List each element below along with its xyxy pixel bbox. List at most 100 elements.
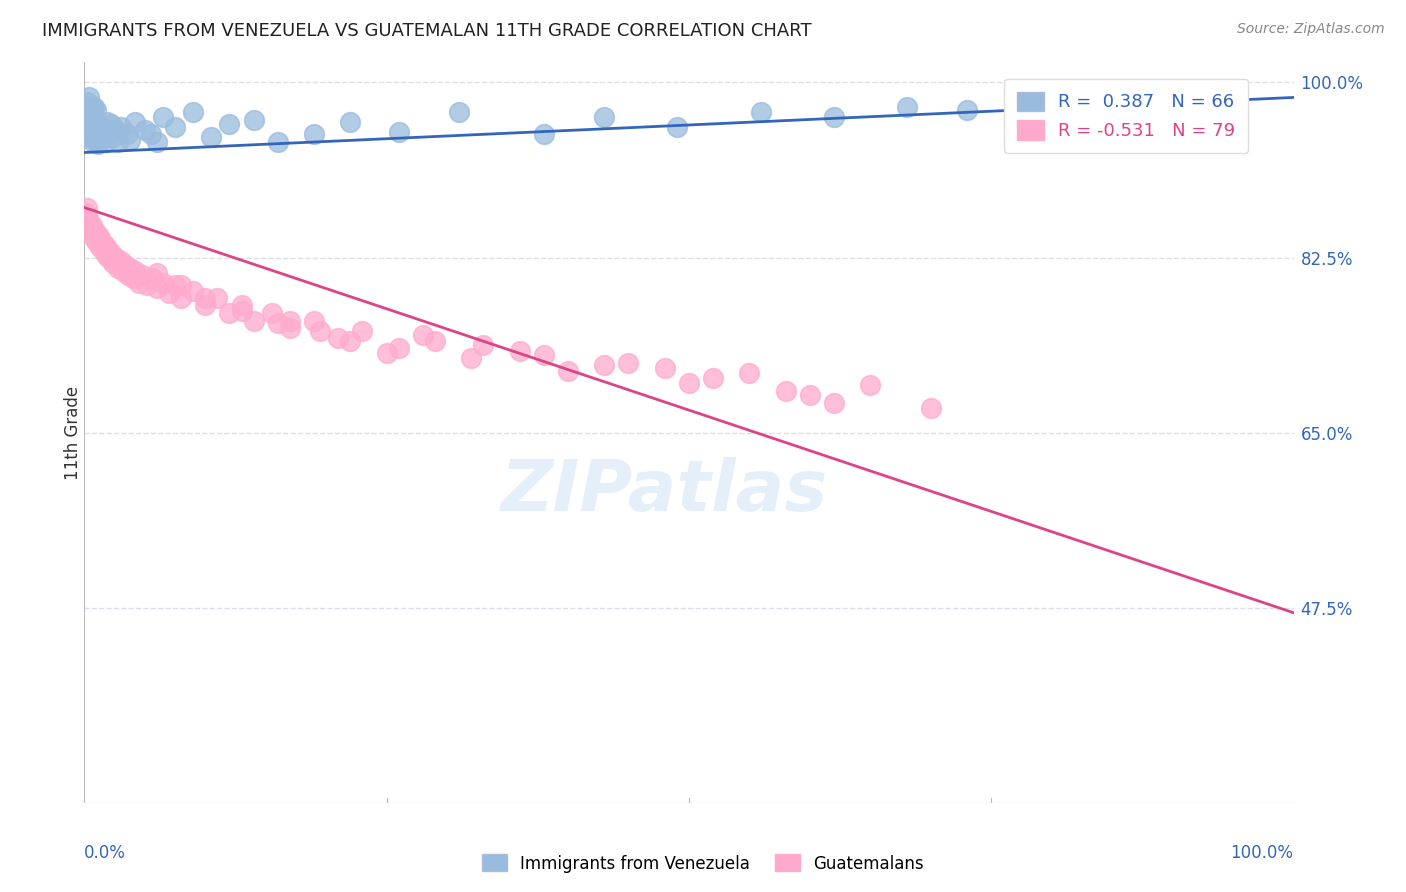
Point [120, 133, 142, 147]
Point [86, 115, 108, 129]
Point [352, 324, 374, 338]
Point [103, 255, 125, 269]
Point [165, 277, 187, 292]
Point [339, 334, 361, 348]
Point [80, 120, 103, 135]
Point [86, 126, 108, 140]
Point [267, 136, 290, 150]
Point [165, 120, 187, 135]
Point [94, 126, 117, 140]
Point [181, 284, 204, 298]
Point [302, 128, 325, 142]
Point [87, 130, 110, 145]
Point [90, 240, 112, 255]
Point [593, 111, 616, 125]
Point [89, 230, 111, 244]
Point [242, 113, 264, 128]
Point [80, 113, 103, 128]
Point [200, 130, 222, 145]
Point [449, 105, 471, 120]
Point [93, 130, 115, 145]
Y-axis label: 11th Grade: 11th Grade [65, 385, 82, 480]
Point [110, 253, 132, 268]
Text: 0.0%: 0.0% [84, 844, 127, 862]
Point [86, 137, 108, 152]
Point [76, 95, 98, 110]
Point [267, 316, 290, 330]
Point [388, 126, 411, 140]
Point [104, 123, 127, 137]
Point [107, 260, 129, 275]
Point [94, 237, 117, 252]
Point [375, 345, 398, 359]
Point [77, 115, 100, 129]
Point [124, 115, 146, 129]
Point [775, 384, 797, 398]
Point [104, 251, 127, 265]
Point [103, 130, 125, 145]
Point [83, 126, 105, 140]
Point [278, 320, 301, 334]
Point [84, 119, 107, 133]
Point [956, 103, 979, 118]
Point [1017, 95, 1039, 110]
Point [231, 303, 253, 318]
Point [472, 337, 495, 351]
Point [509, 343, 531, 358]
Point [77, 215, 100, 229]
Text: Source: ZipAtlas.com: Source: ZipAtlas.com [1237, 22, 1385, 37]
Point [654, 360, 676, 375]
Point [124, 263, 146, 277]
Point [617, 355, 640, 369]
Point [91, 235, 114, 250]
Point [146, 136, 169, 150]
Point [120, 260, 142, 275]
Point [328, 330, 350, 344]
Point [339, 115, 361, 129]
Point [90, 128, 112, 142]
Point [82, 118, 104, 132]
Point [76, 201, 98, 215]
Point [86, 133, 108, 147]
Point [86, 103, 108, 118]
Legend: R =  0.387   N = 66, R = -0.531   N = 79: R = 0.387 N = 66, R = -0.531 N = 79 [1004, 78, 1249, 153]
Point [87, 237, 110, 252]
Point [823, 111, 845, 125]
Point [97, 251, 120, 265]
Point [533, 128, 555, 142]
Point [96, 240, 118, 255]
Point [170, 291, 193, 305]
Point [79, 103, 101, 118]
Text: ZIPatlas: ZIPatlas [501, 458, 828, 526]
Point [117, 268, 139, 282]
Point [139, 128, 162, 142]
Point [110, 120, 132, 135]
Point [557, 363, 579, 377]
Point [86, 234, 108, 248]
Point [131, 268, 153, 282]
Point [302, 313, 325, 327]
Point [76, 105, 98, 120]
Point [460, 351, 482, 365]
Point [115, 128, 138, 142]
Point [80, 218, 103, 232]
Point [533, 348, 555, 362]
Point [94, 247, 117, 261]
Point [678, 376, 700, 390]
Point [146, 266, 169, 280]
Point [920, 401, 942, 415]
Point [80, 100, 103, 114]
Point [83, 113, 105, 128]
Point [157, 285, 180, 300]
Point [77, 211, 100, 225]
Point [93, 244, 115, 258]
Point [91, 120, 114, 135]
Point [412, 327, 434, 342]
Point [87, 120, 110, 135]
Point [86, 227, 108, 242]
Point [79, 220, 101, 235]
Point [152, 111, 174, 125]
Point [121, 270, 143, 285]
Text: IMMIGRANTS FROM VENEZUELA VS GUATEMALAN 11TH GRADE CORRELATION CHART: IMMIGRANTS FROM VENEZUELA VS GUATEMALAN … [42, 22, 811, 40]
Point [309, 324, 332, 338]
